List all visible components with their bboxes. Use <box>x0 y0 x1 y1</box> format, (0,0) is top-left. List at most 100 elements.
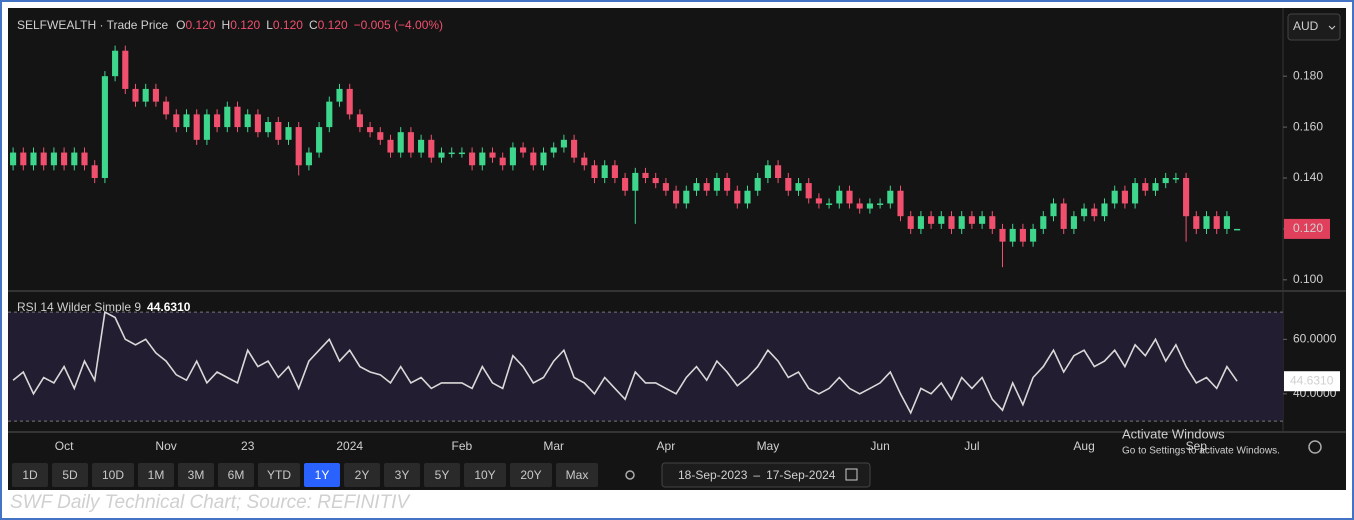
range-button[interactable]: Max <box>556 463 598 487</box>
watermark: Activate Windows <box>1122 426 1225 441</box>
candle-body <box>1050 203 1057 217</box>
range-button-bg <box>464 463 506 487</box>
date-range-text[interactable]: 18-Sep-2023–17-Sep-2024 <box>678 468 836 482</box>
settings-icon[interactable] <box>1308 440 1322 454</box>
candle-body <box>642 172 649 178</box>
candle-body <box>499 157 506 166</box>
candle-body <box>397 132 404 153</box>
range-button-label: 5D <box>62 468 78 482</box>
candle-body <box>1234 228 1241 231</box>
candle-body <box>1142 183 1149 191</box>
candle-body <box>815 198 822 204</box>
candle-body <box>81 152 88 166</box>
rsi-current: 44.6310 <box>147 300 191 314</box>
last-price-tag <box>1284 218 1330 239</box>
candle-body <box>1193 216 1200 229</box>
range-button[interactable]: 1Y <box>304 463 340 487</box>
candle-body <box>856 203 863 209</box>
range-button-label: Max <box>566 468 589 482</box>
range-button-label: 10Y <box>474 468 495 482</box>
currency-select[interactable] <box>1287 13 1341 41</box>
candle-body <box>1132 183 1139 204</box>
candle-body <box>438 152 445 158</box>
settings-icon[interactable] <box>625 470 635 480</box>
candle-body <box>142 88 149 102</box>
range-button-bg <box>510 463 552 487</box>
candle-body <box>1101 203 1108 217</box>
candle-body <box>336 88 343 102</box>
candle-body <box>989 216 996 229</box>
y-tick-label: 0.140 <box>1293 170 1323 184</box>
range-button-label: 3Y <box>395 468 410 482</box>
range-button[interactable]: 3M <box>178 463 214 487</box>
candle-body <box>581 157 588 166</box>
range-button-label: YTD <box>267 468 291 482</box>
candle-body <box>724 178 731 191</box>
range-button[interactable]: 5Y <box>424 463 460 487</box>
y-tick-label: 0.100 <box>1293 272 1323 286</box>
candle-body <box>305 152 312 166</box>
x-tick-label: 23 <box>241 439 255 453</box>
candle-body <box>183 114 190 128</box>
range-button[interactable]: 1D <box>12 463 48 487</box>
candle-body <box>907 216 914 229</box>
candle-body <box>203 114 210 140</box>
range-button[interactable]: 10Y <box>464 463 506 487</box>
range-button[interactable]: 5D <box>52 463 88 487</box>
candle-body <box>938 216 945 224</box>
range-button[interactable]: 2Y <box>344 463 380 487</box>
currency[interactable]: AUD <box>1293 19 1319 33</box>
candle-body <box>1091 208 1098 217</box>
range-button[interactable]: 6M <box>218 463 254 487</box>
candle-body <box>224 106 231 128</box>
x-tick-label: Sep <box>1186 439 1208 453</box>
candle-body <box>265 122 272 133</box>
candle-body <box>1070 216 1077 229</box>
range-button-bg <box>52 463 88 487</box>
candle-body <box>1009 228 1016 242</box>
candle-body <box>591 165 598 178</box>
candle-body <box>10 152 17 166</box>
date-range[interactable] <box>661 462 871 488</box>
candle-body <box>611 165 618 178</box>
candle-body <box>428 139 435 158</box>
candle-body <box>1213 216 1220 229</box>
x-tick-label: Aug <box>1073 439 1094 453</box>
candle-body <box>71 152 78 166</box>
ohlc-value: 0.120 <box>230 18 260 32</box>
candle-body <box>958 216 965 229</box>
rsi-band <box>8 312 1283 422</box>
x-tick-label: Jul <box>964 439 979 453</box>
candle-body <box>479 152 486 166</box>
range-button[interactable]: YTD <box>258 463 300 487</box>
candle-body <box>448 152 455 155</box>
y-tick-label: 0.180 <box>1293 68 1323 82</box>
calendar-icon[interactable] <box>845 468 858 481</box>
candle-body <box>1111 190 1118 204</box>
chart-legend: SELFWEALTH · Trade Price O0.120 H0.120 L0.1… <box>17 18 443 32</box>
ohlc-value: 0.120 <box>273 18 303 32</box>
candle-body <box>489 152 496 158</box>
candle-body <box>367 127 374 133</box>
candle-body <box>244 114 251 128</box>
candle-body <box>163 101 170 115</box>
rsi-tag <box>1284 371 1340 392</box>
candle-body <box>40 152 47 166</box>
candle-body <box>275 122 282 140</box>
rsi-legend: RSI 14 Wilder Simple 9 44.6310 <box>17 300 191 314</box>
range-button-label: 6M <box>228 468 245 482</box>
candle-body <box>1152 183 1159 191</box>
x-tick-label: Oct <box>55 439 74 453</box>
ohlc-key: O <box>176 18 185 32</box>
candle-body <box>764 165 771 178</box>
range-button[interactable]: 10D <box>92 463 134 487</box>
candle-body <box>254 114 261 133</box>
candle-body <box>826 203 833 205</box>
range-button[interactable]: 3Y <box>384 463 420 487</box>
candle-body <box>836 190 843 204</box>
range-button[interactable]: 1M <box>138 463 174 487</box>
range-button[interactable]: 20Y <box>510 463 552 487</box>
range-button-bg <box>218 463 254 487</box>
